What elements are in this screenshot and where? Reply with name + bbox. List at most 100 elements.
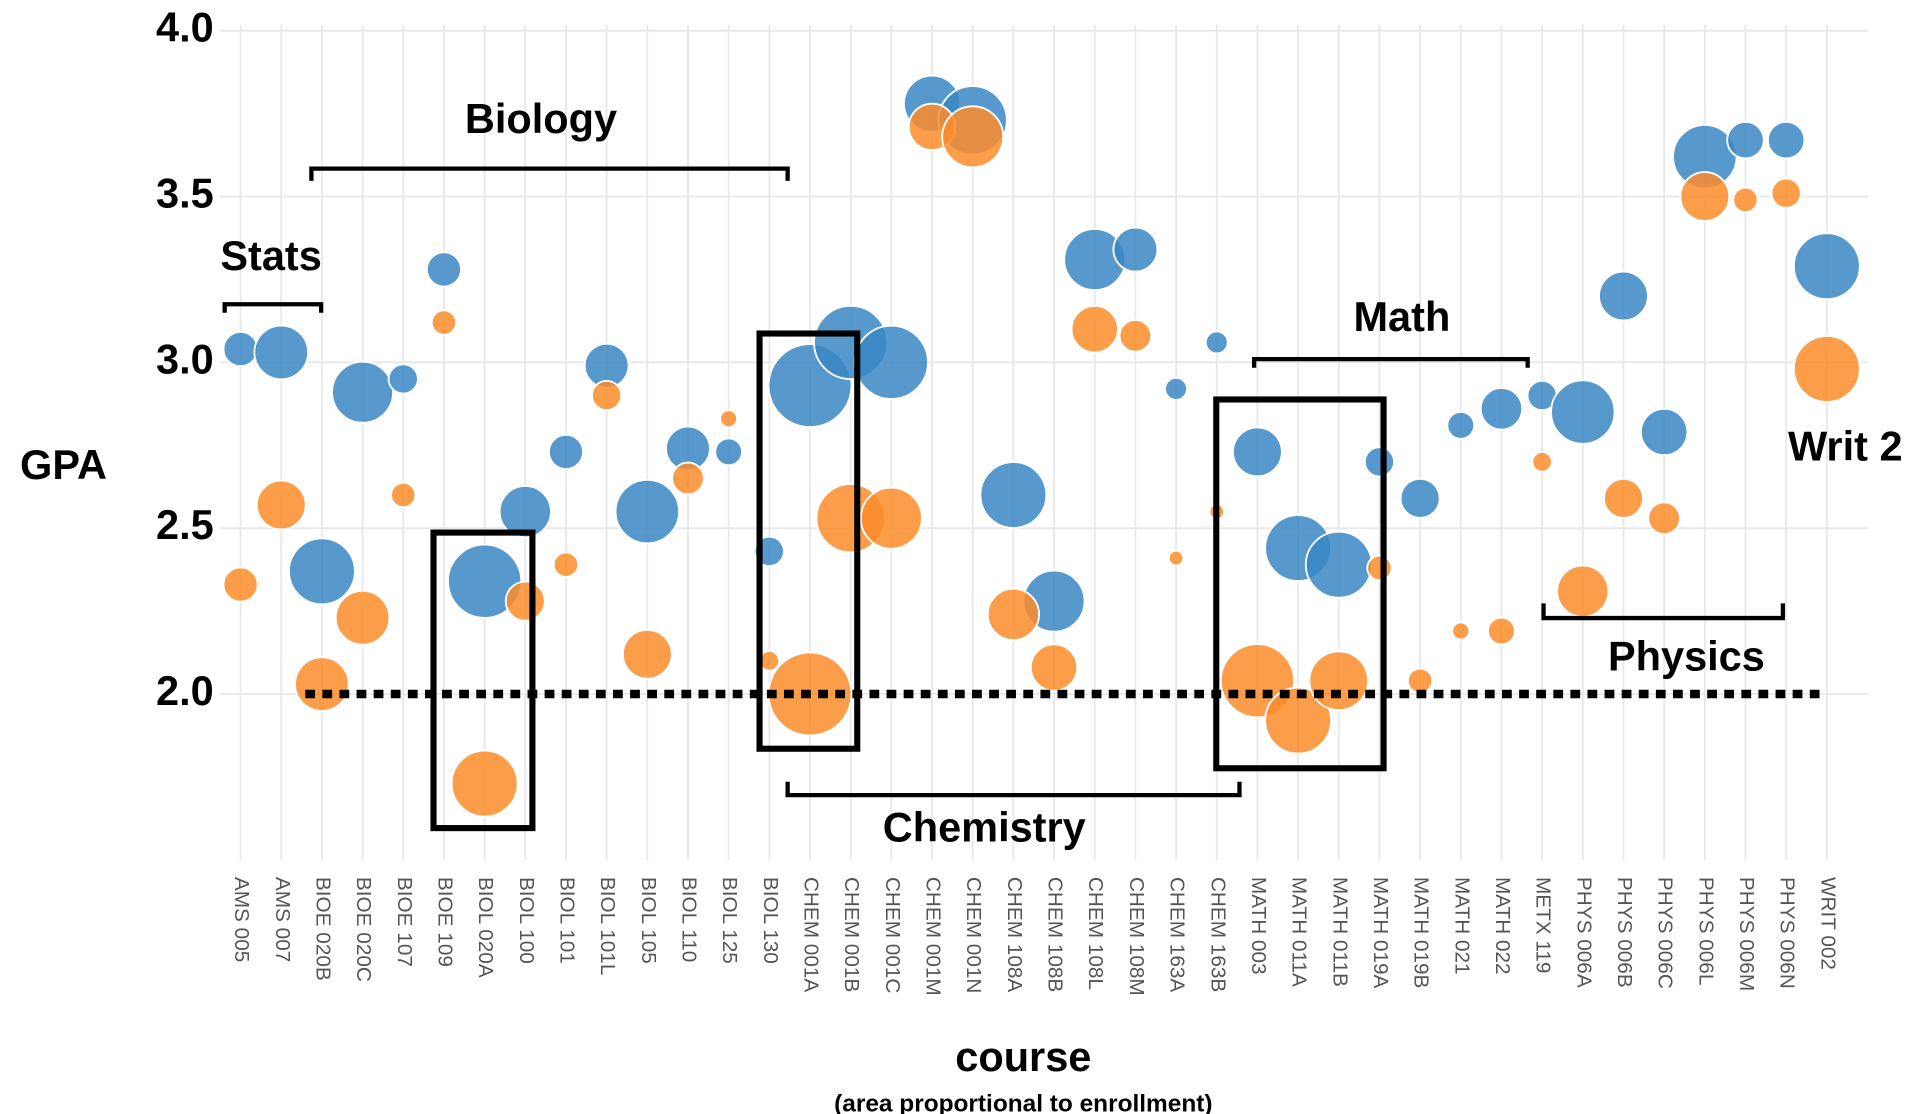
bubble: [255, 479, 307, 531]
x-tick-label: PHYS 006N: [1776, 877, 1799, 989]
bubble: [671, 461, 705, 496]
x-tick-label: AMS 005: [230, 877, 253, 962]
bubble: [1167, 549, 1185, 567]
x-tick-label: BIOE 020C: [352, 877, 375, 982]
x-tick-label: BIOE 109: [433, 877, 456, 967]
bubble: [1112, 226, 1159, 273]
bubble: [1640, 407, 1689, 457]
bubble: [859, 486, 923, 550]
annotation: Math: [1353, 293, 1450, 340]
annotation: Stats: [220, 232, 321, 279]
bubble: [1550, 379, 1616, 445]
bubble: [1366, 554, 1393, 582]
annotation: Biology: [465, 95, 617, 142]
bubble: [387, 363, 419, 395]
bubble: [1732, 186, 1759, 213]
y-tick-label: 2.5: [156, 501, 214, 548]
bubble: [450, 749, 519, 818]
x-tick-label: MATH 019B: [1410, 877, 1433, 988]
x-tick-label: BIOL 101: [555, 877, 578, 964]
x-tick-label: CHEM 163B: [1206, 877, 1229, 992]
bubble: [1770, 177, 1802, 209]
bubble: [1603, 477, 1644, 519]
bubble: [1647, 501, 1681, 536]
bracket: [309, 166, 790, 181]
x-tick-label: CHEM 108M: [1125, 877, 1148, 996]
x-tick-label: BIOL 101L: [596, 877, 619, 975]
x-tick-label: CHEM 108B: [1044, 877, 1067, 992]
x-tick-label: CHEM 001A: [800, 877, 823, 992]
bubble: [853, 324, 929, 400]
bubble: [288, 537, 356, 606]
bubble: [941, 105, 1005, 169]
bubble: [1766, 120, 1806, 160]
x-tick-label: BIOL 130: [759, 877, 782, 964]
bubble: [1232, 426, 1283, 478]
x-tick-label: METX 119: [1532, 877, 1555, 974]
bubble: [498, 485, 552, 539]
x-axis-note: (area proportional to enrollment): [834, 1091, 1212, 1114]
x-tick-label: MATH 022: [1491, 877, 1514, 975]
x-tick-label: BIOL 020A: [474, 877, 497, 978]
x-tick-label: MATH 011B: [1328, 877, 1351, 987]
annotation: Physics: [1608, 633, 1765, 680]
bubble: [1726, 120, 1765, 160]
bubbles: [222, 74, 1861, 818]
x-tick-label: BIOE 020B: [311, 877, 334, 981]
x-tick-label: PHYS 006M: [1735, 877, 1758, 991]
x-tick-label: MATH 019A: [1369, 877, 1392, 989]
x-tick-label: PHYS 006C: [1654, 877, 1677, 989]
bubble: [1679, 171, 1731, 222]
y-tick-label: 2.0: [156, 667, 214, 714]
bubble: [1399, 477, 1441, 519]
bubble: [1164, 376, 1188, 401]
bubble: [1204, 330, 1229, 355]
x-tick-label: CHEM 108A: [1003, 877, 1026, 992]
x-tick-label: CHEM 001C: [881, 877, 904, 993]
bubble: [1531, 451, 1553, 473]
x-tick-label: CHEM 001M: [922, 877, 945, 996]
annotation: Writ 2: [1788, 423, 1903, 470]
bubble: [1264, 686, 1332, 755]
bubble: [1304, 530, 1373, 599]
bubble: [1118, 319, 1153, 353]
bubble: [294, 656, 350, 712]
bubble: [1029, 643, 1079, 692]
x-tick-label: PHYS 006A: [1572, 877, 1595, 988]
bubble: [547, 433, 584, 470]
x-tick-label: BIOE 107: [393, 877, 416, 967]
bubble: [253, 324, 310, 381]
x-tick-label: BIOL 105: [637, 877, 660, 964]
bubble: [621, 628, 673, 680]
bubble: [1792, 232, 1861, 301]
x-tick-label: AMS 007: [271, 877, 294, 962]
bubble: [1792, 335, 1861, 403]
x-tick-label: MATH 003: [1247, 877, 1270, 975]
bubble: [1308, 650, 1369, 711]
x-tick-label: PHYS 006L: [1694, 877, 1717, 985]
bubble: [1598, 270, 1649, 322]
grid: [219, 24, 1869, 860]
bubble: [331, 360, 395, 424]
bubble: [390, 481, 417, 509]
x-tick-label: BIOL 110: [677, 877, 700, 962]
bubble: [1479, 387, 1524, 431]
annotations: Stats Biology Chemistry Math Physics Wri…: [220, 95, 1902, 850]
bubble: [425, 251, 462, 288]
x-tick-label: MATH 021: [1450, 877, 1473, 975]
bubble: [1363, 446, 1396, 478]
bubble: [1070, 305, 1119, 354]
x-tick-label: PHYS 006B: [1613, 877, 1636, 988]
bubble: [504, 580, 546, 622]
y-tick-label: 4.0: [156, 4, 214, 51]
x-axis-label: course: [955, 1033, 1091, 1080]
bubble: [222, 566, 259, 603]
y-tick-label: 3.0: [156, 335, 214, 382]
x-tick-label: CHEM 001N: [962, 877, 985, 993]
bubble: [986, 587, 1040, 641]
bubble: [1406, 667, 1434, 694]
bubble: [1446, 411, 1476, 440]
bubble: [334, 589, 391, 646]
